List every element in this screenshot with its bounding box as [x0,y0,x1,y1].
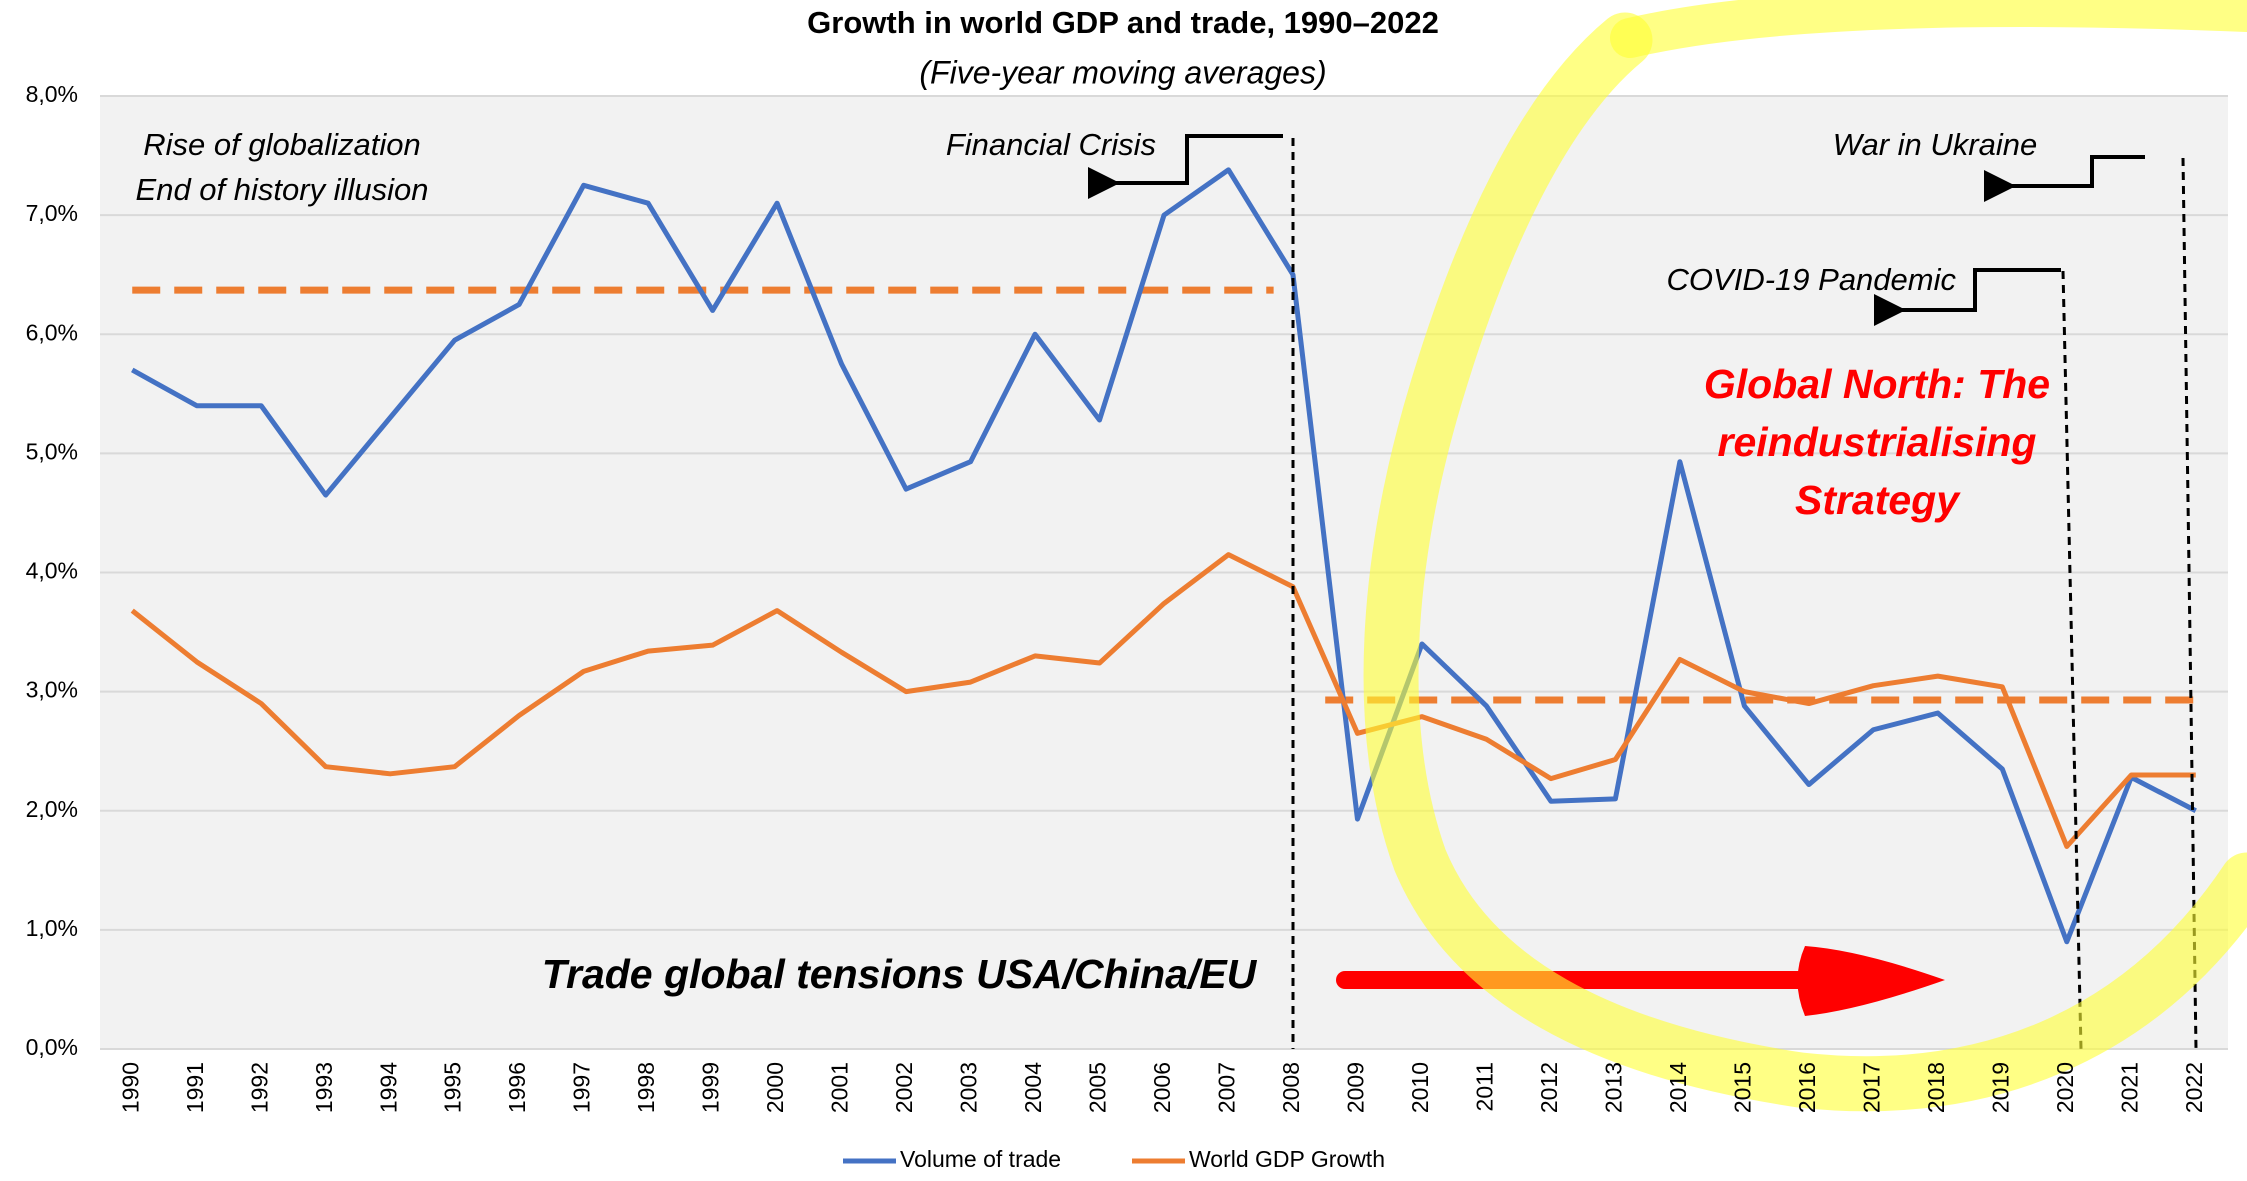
y-tick-label: 4,0% [26,558,78,584]
arrow [1088,134,1283,199]
annotation: COVID-19 Pandemic [1667,262,1957,297]
x-tick-label: 2004 [1020,1062,1046,1113]
x-tick-label: 2017 [1858,1062,1884,1113]
x-tick-label: 2020 [2052,1062,2078,1113]
y-tick-label: 2,0% [26,796,78,822]
annotation: End of history illusion [136,172,429,207]
x-tick-label: 1994 [375,1062,401,1113]
x-tick-label: 1996 [504,1062,530,1113]
x-tick-label: 2009 [1343,1062,1369,1113]
event-line [2061,270,2083,1050]
x-tick-label: 2003 [956,1062,982,1113]
data-line [130,552,2196,849]
y-tick-label: 8,0% [26,81,78,107]
highlight [1363,12,2247,1112]
y-tick-label: 0,0% [26,1034,78,1060]
annotation: reindustrialising [1718,419,2037,465]
legend-label: World GDP Growth [1189,1146,1385,1172]
x-tick-label: 1991 [182,1062,208,1113]
y-tick-label: 6,0% [26,319,78,345]
annotation: Strategy [1795,477,1961,523]
legend-label: Volume of trade [900,1146,1061,1172]
x-tick-label: 2001 [827,1062,853,1113]
x-tick-label: 2008 [1278,1062,1304,1113]
data-line [131,167,2197,945]
x-tick-label: 2021 [2116,1062,2142,1113]
chart-subtitle: (Five-year moving averages) [919,54,1326,90]
highlight [1610,0,2247,58]
x-tick-label: 2013 [1600,1062,1626,1113]
x-tick-label: 2006 [1149,1062,1175,1113]
x-tick-label: 1997 [569,1062,595,1113]
x-tick-label: 2022 [2181,1062,2207,1113]
x-tick-label: 2002 [891,1062,917,1113]
x-tick-label: 1999 [698,1062,724,1113]
x-tick-label: 1995 [440,1062,466,1113]
x-tick-label: 1990 [117,1062,143,1113]
y-tick-label: 1,0% [26,915,78,941]
x-tick-label: 2010 [1407,1062,1433,1113]
y-tick-label: 7,0% [26,200,78,226]
x-tick-label: 2019 [1987,1062,2013,1113]
y-tick-label: 3,0% [26,677,78,703]
annotation: Trade global tensions USA/China/EU [542,951,1258,997]
x-tick-label: 2014 [1665,1062,1691,1113]
arrow [1984,155,2145,202]
x-tick-label: 2011 [1472,1062,1498,1111]
annotation: War in Ukraine [1833,127,2037,162]
global-north-note: Global North: The reindustrialising Stra… [1704,361,2050,523]
x-tick-label: 2018 [1923,1062,1949,1113]
x-tick-label: 2012 [1536,1062,1562,1113]
x-tick-label: 2016 [1794,1062,1820,1113]
event-arrows [1088,134,2145,326]
x-tick-label: 2000 [762,1062,788,1113]
event-lines [1291,138,2198,1050]
x-tick-label: 2007 [1214,1062,1240,1113]
x-tick-label: 2015 [1729,1062,1755,1113]
annotation: Rise of globalization [143,127,420,162]
event-line [2181,157,2198,1050]
x-tick-label: 1992 [246,1062,272,1113]
x-tick-label: 2005 [1085,1062,1111,1113]
x-tick-label: 1998 [633,1062,659,1113]
chart-title: Growth in world GDP and trade, 1990–2022 [807,5,1439,40]
arrow [1874,268,2061,326]
annotation: Financial Crisis [946,127,1156,162]
x-tick-label: 1993 [311,1062,337,1113]
y-tick-label: 5,0% [26,438,78,464]
red-arrow-head [1797,946,1945,1016]
annotation: Global North: The [1704,361,2050,407]
